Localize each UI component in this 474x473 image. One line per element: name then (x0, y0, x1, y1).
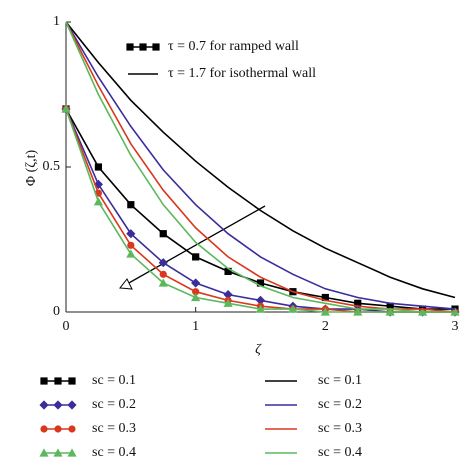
marker (126, 229, 136, 239)
marker (126, 249, 136, 258)
marker (191, 292, 201, 302)
legend-label: sc = 0.3 (318, 421, 362, 436)
marker (39, 400, 49, 410)
marker (354, 299, 362, 307)
marker (54, 425, 62, 433)
marker (67, 448, 77, 457)
marker (385, 307, 395, 316)
y-tick-label: 0 (53, 304, 60, 319)
marker (288, 304, 298, 313)
marker (68, 425, 76, 433)
y-tick-label: 1 (53, 14, 60, 29)
marker (191, 278, 201, 288)
series-line (65, 21, 455, 313)
marker (192, 288, 200, 296)
legend-label: sc = 0.4 (92, 445, 136, 460)
x-tick-label: 3 (452, 319, 459, 334)
x-tick-label: 2 (322, 319, 329, 334)
legend-marker (139, 43, 147, 51)
marker (68, 377, 76, 385)
marker (158, 278, 168, 287)
marker (321, 293, 329, 302)
marker (93, 197, 104, 206)
legend-label: sc = 0.1 (318, 373, 362, 388)
marker (158, 258, 168, 268)
legend-label: sc = 0.4 (318, 445, 362, 460)
legend-marker (126, 43, 134, 51)
marker (39, 448, 49, 457)
marker (53, 400, 63, 410)
marker (40, 377, 48, 385)
marker (61, 104, 71, 113)
marker (127, 201, 135, 209)
marker (255, 295, 266, 305)
marker (159, 230, 167, 238)
marker (353, 307, 363, 316)
x-tick-label: 1 (192, 319, 199, 334)
marker (255, 304, 266, 313)
marker (94, 163, 103, 171)
marker (53, 448, 63, 457)
marker (386, 302, 394, 310)
legend-text: τ = 1.7 for isothermal wall (168, 66, 316, 81)
y-axis-label: Φ (ζ,t) (24, 150, 39, 187)
y-tick-label: 0.5 (43, 159, 61, 174)
series-line (65, 21, 456, 299)
marker (223, 298, 233, 307)
marker (256, 279, 265, 287)
series-line (65, 21, 456, 310)
arrow-head (119, 278, 133, 290)
legend-label: sc = 0.2 (92, 397, 136, 412)
marker (127, 241, 135, 249)
marker (40, 425, 48, 433)
marker (223, 290, 233, 300)
marker (67, 400, 77, 410)
marker (224, 267, 232, 275)
legend-text: τ = 0.7 for ramped wall (168, 39, 299, 54)
marker (320, 307, 330, 316)
marker (159, 270, 167, 278)
marker (192, 253, 200, 261)
legend-label: sc = 0.2 (318, 397, 362, 412)
marker (54, 377, 62, 385)
x-axis-label: ζ (255, 342, 262, 357)
legend-label: sc = 0.1 (92, 373, 136, 388)
legend-label: sc = 0.3 (92, 421, 136, 436)
legend-marker (152, 43, 160, 51)
x-tick-label: 0 (63, 319, 70, 334)
